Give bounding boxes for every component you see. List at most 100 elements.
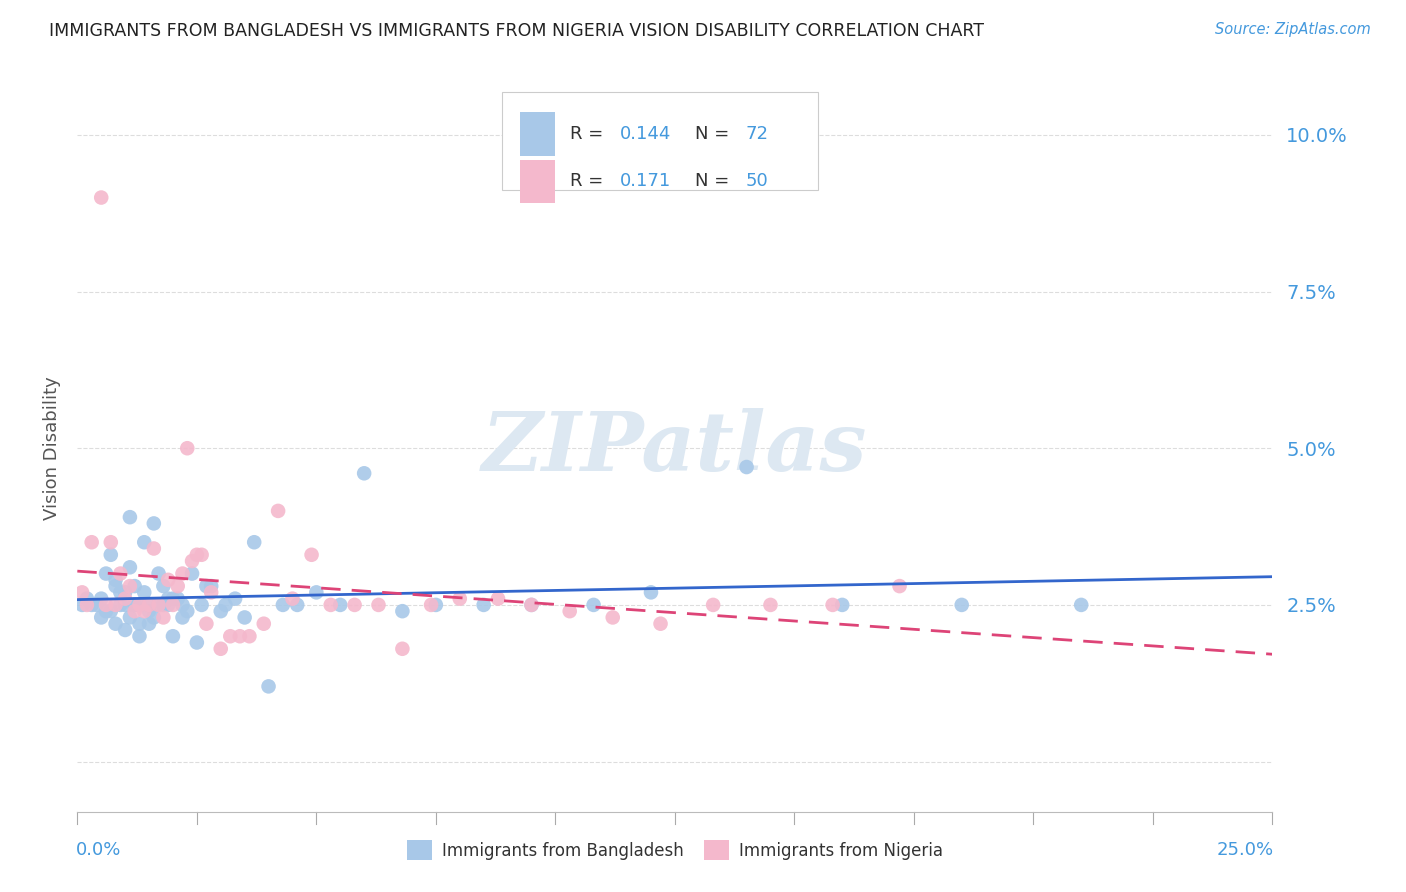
Point	[134, 604, 156, 618]
Text: 50: 50	[745, 172, 768, 190]
Point	[118, 560, 141, 574]
Point	[558, 604, 581, 618]
Point	[157, 591, 180, 606]
Point	[142, 610, 165, 624]
Point	[520, 598, 543, 612]
Point	[224, 591, 246, 606]
Point	[142, 541, 165, 556]
Point	[118, 579, 141, 593]
Point	[124, 579, 146, 593]
Point	[162, 598, 184, 612]
Point	[186, 548, 208, 562]
Point	[128, 629, 150, 643]
Point	[114, 591, 136, 606]
Text: 0.171: 0.171	[620, 172, 671, 190]
Point	[134, 585, 156, 599]
Point	[582, 598, 605, 612]
Point	[229, 629, 252, 643]
Point	[110, 585, 132, 599]
Point	[134, 535, 156, 549]
Point	[172, 566, 194, 581]
Point	[209, 641, 232, 656]
Point	[90, 190, 112, 204]
Point	[319, 598, 342, 612]
Point	[195, 579, 218, 593]
Point	[353, 467, 375, 481]
Point	[138, 598, 160, 612]
Point	[190, 548, 212, 562]
Point	[157, 598, 180, 612]
Point	[281, 591, 304, 606]
Point	[253, 616, 276, 631]
Text: IMMIGRANTS FROM BANGLADESH VS IMMIGRANTS FROM NIGERIA VISION DISABILITY CORRELAT: IMMIGRANTS FROM BANGLADESH VS IMMIGRANTS…	[49, 22, 984, 40]
Point	[172, 610, 194, 624]
Point	[94, 604, 117, 618]
Point	[157, 573, 180, 587]
Point	[152, 579, 174, 593]
Point	[100, 548, 122, 562]
Point	[285, 598, 308, 612]
Point	[138, 604, 160, 618]
Point	[118, 510, 141, 524]
Point	[114, 623, 136, 637]
Point	[110, 566, 132, 581]
Point	[124, 598, 146, 612]
Text: Source: ZipAtlas.com: Source: ZipAtlas.com	[1215, 22, 1371, 37]
Text: 0.144: 0.144	[620, 125, 671, 144]
Point	[214, 598, 236, 612]
Point	[219, 629, 242, 643]
Point	[449, 591, 471, 606]
Point	[124, 598, 146, 612]
Point	[94, 598, 117, 612]
Point	[118, 610, 141, 624]
Text: ZIPatlas: ZIPatlas	[482, 409, 868, 488]
Point	[190, 598, 212, 612]
Point	[257, 679, 280, 693]
Point	[128, 616, 150, 631]
Point	[391, 641, 413, 656]
Text: N =: N =	[695, 125, 735, 144]
Point	[950, 598, 973, 612]
Point	[305, 585, 328, 599]
Point	[367, 598, 389, 612]
Point	[90, 610, 112, 624]
Point	[420, 598, 443, 612]
Point	[128, 598, 150, 612]
Point	[391, 604, 413, 618]
Point	[520, 598, 543, 612]
Point	[195, 616, 218, 631]
Text: R =: R =	[569, 125, 609, 144]
Point	[486, 591, 509, 606]
FancyBboxPatch shape	[520, 160, 555, 203]
Point	[104, 598, 127, 612]
Point	[200, 579, 222, 593]
Point	[138, 598, 160, 612]
Point	[152, 610, 174, 624]
Point	[238, 629, 260, 643]
Point	[148, 566, 170, 581]
Text: R =: R =	[569, 172, 609, 190]
Point	[148, 598, 170, 612]
Point	[831, 598, 853, 612]
Point	[114, 598, 136, 612]
Point	[100, 535, 122, 549]
Text: 0.0%: 0.0%	[76, 841, 121, 859]
Point	[166, 579, 188, 593]
Point	[1070, 598, 1092, 612]
Point	[162, 591, 184, 606]
Point	[889, 579, 911, 593]
Point	[80, 535, 103, 549]
Point	[176, 442, 198, 455]
Point	[472, 598, 495, 612]
Point	[650, 616, 672, 631]
Point	[76, 598, 98, 612]
Point	[104, 573, 127, 587]
Point	[702, 598, 724, 612]
Point	[301, 548, 323, 562]
Point	[181, 566, 204, 581]
Point	[70, 585, 93, 599]
Point	[142, 516, 165, 531]
Point	[138, 616, 160, 631]
Point	[166, 591, 188, 606]
Point	[759, 598, 782, 612]
